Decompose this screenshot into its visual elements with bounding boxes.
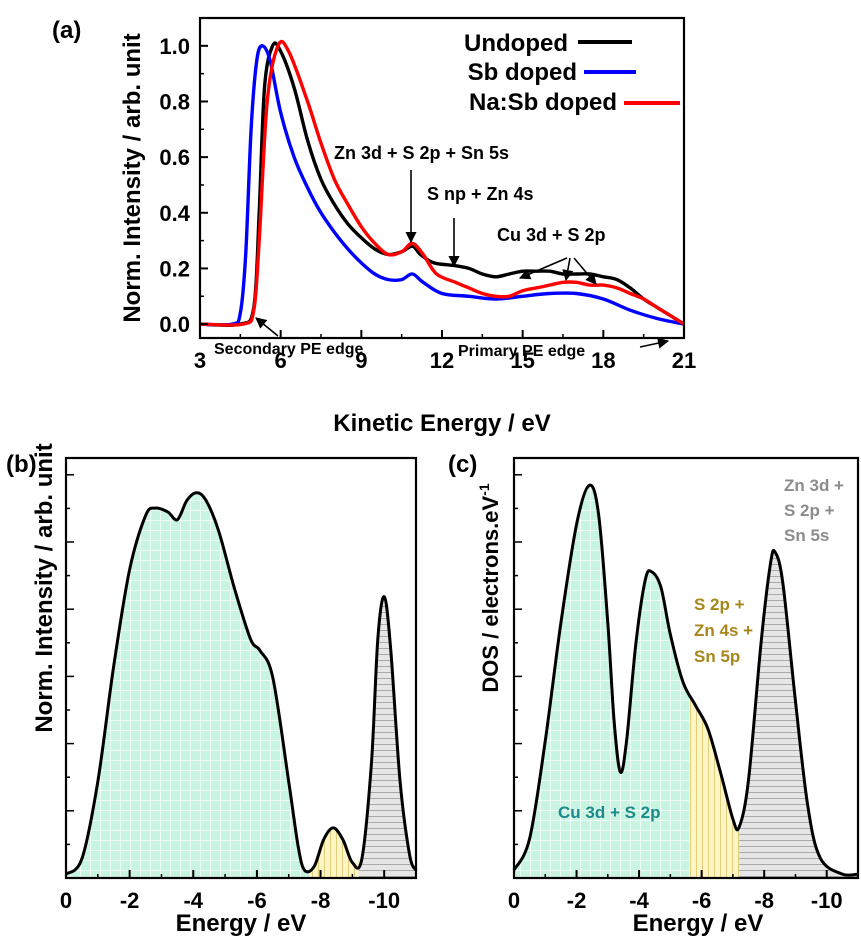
legend-label-nasb-doped: Na:Sb doped xyxy=(469,89,617,116)
c-x-tick-label: -8 xyxy=(754,888,774,913)
chart-panel-a: 3 6 9 12 15 18 21 0.0 0.2 0.4 0.6 0.8 1.0 Kinetic En… xyxy=(119,16,696,437)
b-x-tick-label: 0 xyxy=(60,888,72,913)
annotation-c-cu3d-s2p: Cu 3d + S 2p xyxy=(558,803,661,822)
legend-label-undoped: Undoped xyxy=(464,30,568,57)
panel-label-c: (c) xyxy=(448,451,477,478)
panel-a-x-tick-label: 6 xyxy=(275,348,287,373)
annotation-c-zn3d-line3: Sn 5s xyxy=(784,526,829,545)
chart-panel-c: 0 -2 -4 -6 -8 -10 Energy / eV DOS / electrons… xyxy=(476,456,860,937)
panel-a-x-tick-label: 18 xyxy=(591,348,615,373)
c-x-tick-label: -2 xyxy=(567,888,587,913)
annotation-primary-pe-edge: Primary PE edge xyxy=(458,343,585,360)
panel-b-x-axis-label: Energy / eV xyxy=(176,910,307,937)
panel-a-annotations: Zn 3d + S 2p + Sn 5s S np + Zn 4s Cu 3d … xyxy=(214,143,670,360)
panel-a-ticks: 3 6 9 12 15 18 21 0.0 0.2 0.4 0.6 0.8 1.0 xyxy=(159,34,696,373)
b-region-snp xyxy=(309,827,359,878)
panel-a-y-tick-label: 0.0 xyxy=(159,312,190,337)
annotation-zn3d-s2p-sn5s: Zn 3d + S 2p + Sn 5s xyxy=(334,143,509,163)
panel-a-x-tick-label: 21 xyxy=(672,348,696,373)
c-x-tick-label: 0 xyxy=(508,888,520,913)
panel-c-x-axis-label: Energy / eV xyxy=(633,910,764,937)
b-x-tick-label: -6 xyxy=(247,888,267,913)
panel-a-series-undoped xyxy=(199,41,685,328)
b-region-cu3d xyxy=(64,492,310,878)
panel-a-x-tick-label: 12 xyxy=(430,348,454,373)
b-x-tick-label: -2 xyxy=(120,888,140,913)
arrow-primary-pe-edge xyxy=(639,337,670,349)
panel-b-regions xyxy=(64,492,417,878)
panel-a-x-axis-label: Kinetic Energy / eV xyxy=(333,410,550,437)
annotation-c-zn3d-s2p-sn5s: Zn 3d + S 2p + Sn 5s xyxy=(784,476,844,545)
panel-b-curve xyxy=(64,491,418,876)
panel-a-series-sb-doped xyxy=(199,44,685,327)
panel-label-b: (b) xyxy=(6,451,37,478)
arrow-cu3d-s2p-2 xyxy=(562,257,574,282)
c-x-tick-label: -10 xyxy=(811,888,843,913)
annotation-c-zn3d-line2: S 2p + xyxy=(784,501,835,520)
c-x-tick-label: -6 xyxy=(692,888,712,913)
panel-a-y-tick-label: 0.8 xyxy=(159,89,190,114)
annotation-s-np-zn4s: S np + Zn 4s xyxy=(427,184,534,204)
c-region-zn3d xyxy=(738,550,860,878)
annotation-cu3d-s2p: Cu 3d + S 2p xyxy=(497,225,606,245)
b-x-tick-label: -4 xyxy=(183,888,203,913)
panel-label-a: (a) xyxy=(52,17,81,44)
arrow-secondary-pe-edge xyxy=(255,317,279,337)
b-x-tick-label: -10 xyxy=(368,888,400,913)
arrow-cu3d-s2p-3 xyxy=(573,257,597,285)
panel-c-y-axis-label-superscript: -1 xyxy=(476,483,492,496)
panel-b-frame xyxy=(64,456,418,880)
panel-c-ticks: 0 -2 -4 -6 -8 -10 xyxy=(508,474,859,913)
panel-b-y-axis-label: Norm. Intensity / arb. unit xyxy=(31,443,58,732)
panel-a-series-nasb-doped xyxy=(199,39,685,327)
panel-c-y-axis-label: DOS / electrons.eV-1 xyxy=(476,483,503,693)
panel-a-x-tick-label: 15 xyxy=(510,348,534,373)
panel-a-y-tick-label: 1.0 xyxy=(159,34,190,59)
panel-c-curve xyxy=(512,483,859,877)
c-region-snp xyxy=(689,693,740,878)
panel-a-y-tick-label: 0.6 xyxy=(159,145,190,170)
panel-a-x-tick-label: 3 xyxy=(194,348,206,373)
annotation-c-zn3d-line1: Zn 3d + xyxy=(784,476,844,495)
panel-a-y-tick-label: 0.4 xyxy=(159,201,190,226)
panel-c-frame xyxy=(512,456,860,880)
annotation-c-s2p-zn4s-sn5p: S 2p + Zn 4s + Sn 5p xyxy=(694,595,753,666)
chart-panel-b: 0 -2 -4 -6 -8 -10 Energy / eV Norm. Intensity… xyxy=(31,443,418,937)
annotation-c-s2p-line2: Zn 4s + xyxy=(694,621,753,640)
annotation-secondary-pe-edge: Secondary PE edge xyxy=(214,341,363,358)
annotation-c-s2p-line1: S 2p + xyxy=(694,595,745,614)
panel-a-y-tick-label: 0.2 xyxy=(159,256,190,281)
legend-label-sb-doped: Sb doped xyxy=(468,59,577,86)
arrow-cu3d-s2p-1 xyxy=(518,257,568,280)
annotation-c-s2p-line3: Sn 5p xyxy=(694,647,740,666)
panel-b-ticks: 0 -2 -4 -6 -8 -10 xyxy=(60,474,417,913)
panel-a-x-tick-label: 9 xyxy=(355,348,367,373)
panel-a-y-axis-label: Norm. Intensity / arb. unit xyxy=(119,33,146,322)
panel-a-legend: Undoped Sb doped Na:Sb doped xyxy=(464,30,680,116)
panel-c-y-axis-label-group: DOS / electrons.eV-1 xyxy=(476,483,503,693)
b-x-tick-label: -8 xyxy=(311,888,331,913)
c-x-tick-label: -4 xyxy=(629,888,649,913)
panel-a-series-layer xyxy=(199,39,685,328)
